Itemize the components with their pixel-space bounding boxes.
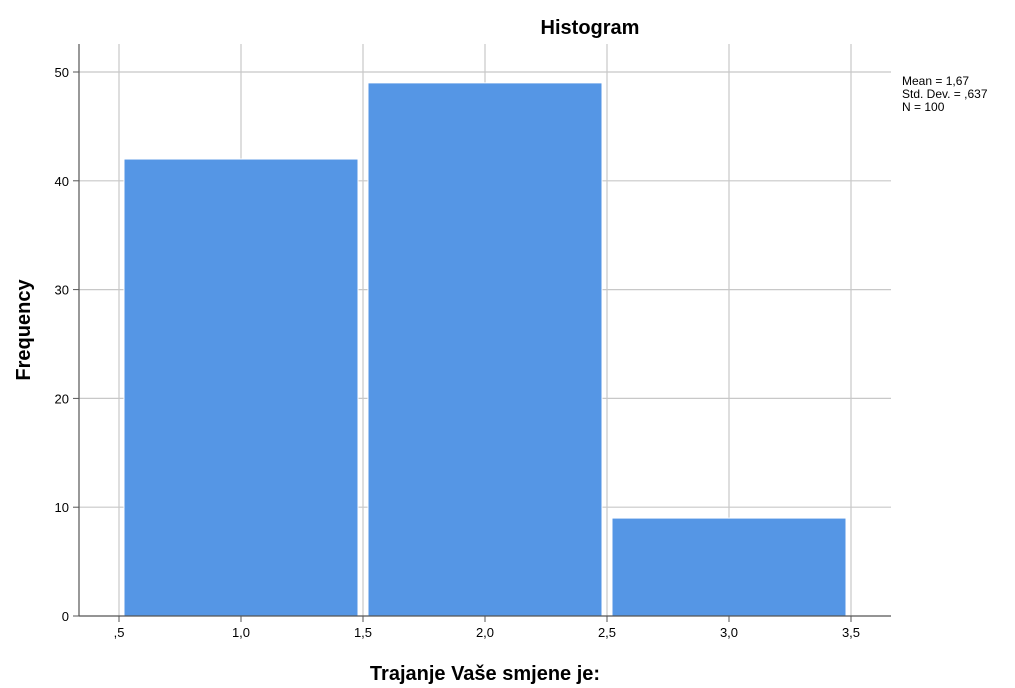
y-axis-title: Frequency	[13, 279, 35, 381]
stat-line: Std. Dev. = ,637	[902, 87, 988, 101]
y-tick-label: 20	[55, 391, 69, 406]
bars	[124, 83, 846, 616]
y-tick-label: 10	[55, 500, 69, 515]
chart-title: Histogram	[541, 17, 640, 39]
y-tick-label: 50	[55, 65, 69, 80]
x-tick-label: 1,5	[354, 625, 372, 640]
y-tick-label: 40	[55, 174, 69, 189]
x-tick-label: 2,5	[598, 625, 616, 640]
x-tick-label: ,5	[114, 625, 125, 640]
histogram-bar	[368, 83, 602, 616]
histogram-bar	[612, 518, 846, 616]
x-tick-label: 2,0	[476, 625, 494, 640]
stat-line: Mean = 1,67	[902, 74, 969, 88]
y-tick-label: 30	[55, 283, 69, 298]
stat-line: N = 100	[902, 100, 945, 114]
x-tick-label: 3,5	[842, 625, 860, 640]
x-tick-label: 3,0	[720, 625, 738, 640]
y-tick-label: 0	[62, 609, 69, 624]
histogram-bar	[124, 159, 358, 616]
x-axis-title: Trajanje Vaše smjene je:	[370, 663, 600, 685]
x-tick-label: 1,0	[232, 625, 250, 640]
